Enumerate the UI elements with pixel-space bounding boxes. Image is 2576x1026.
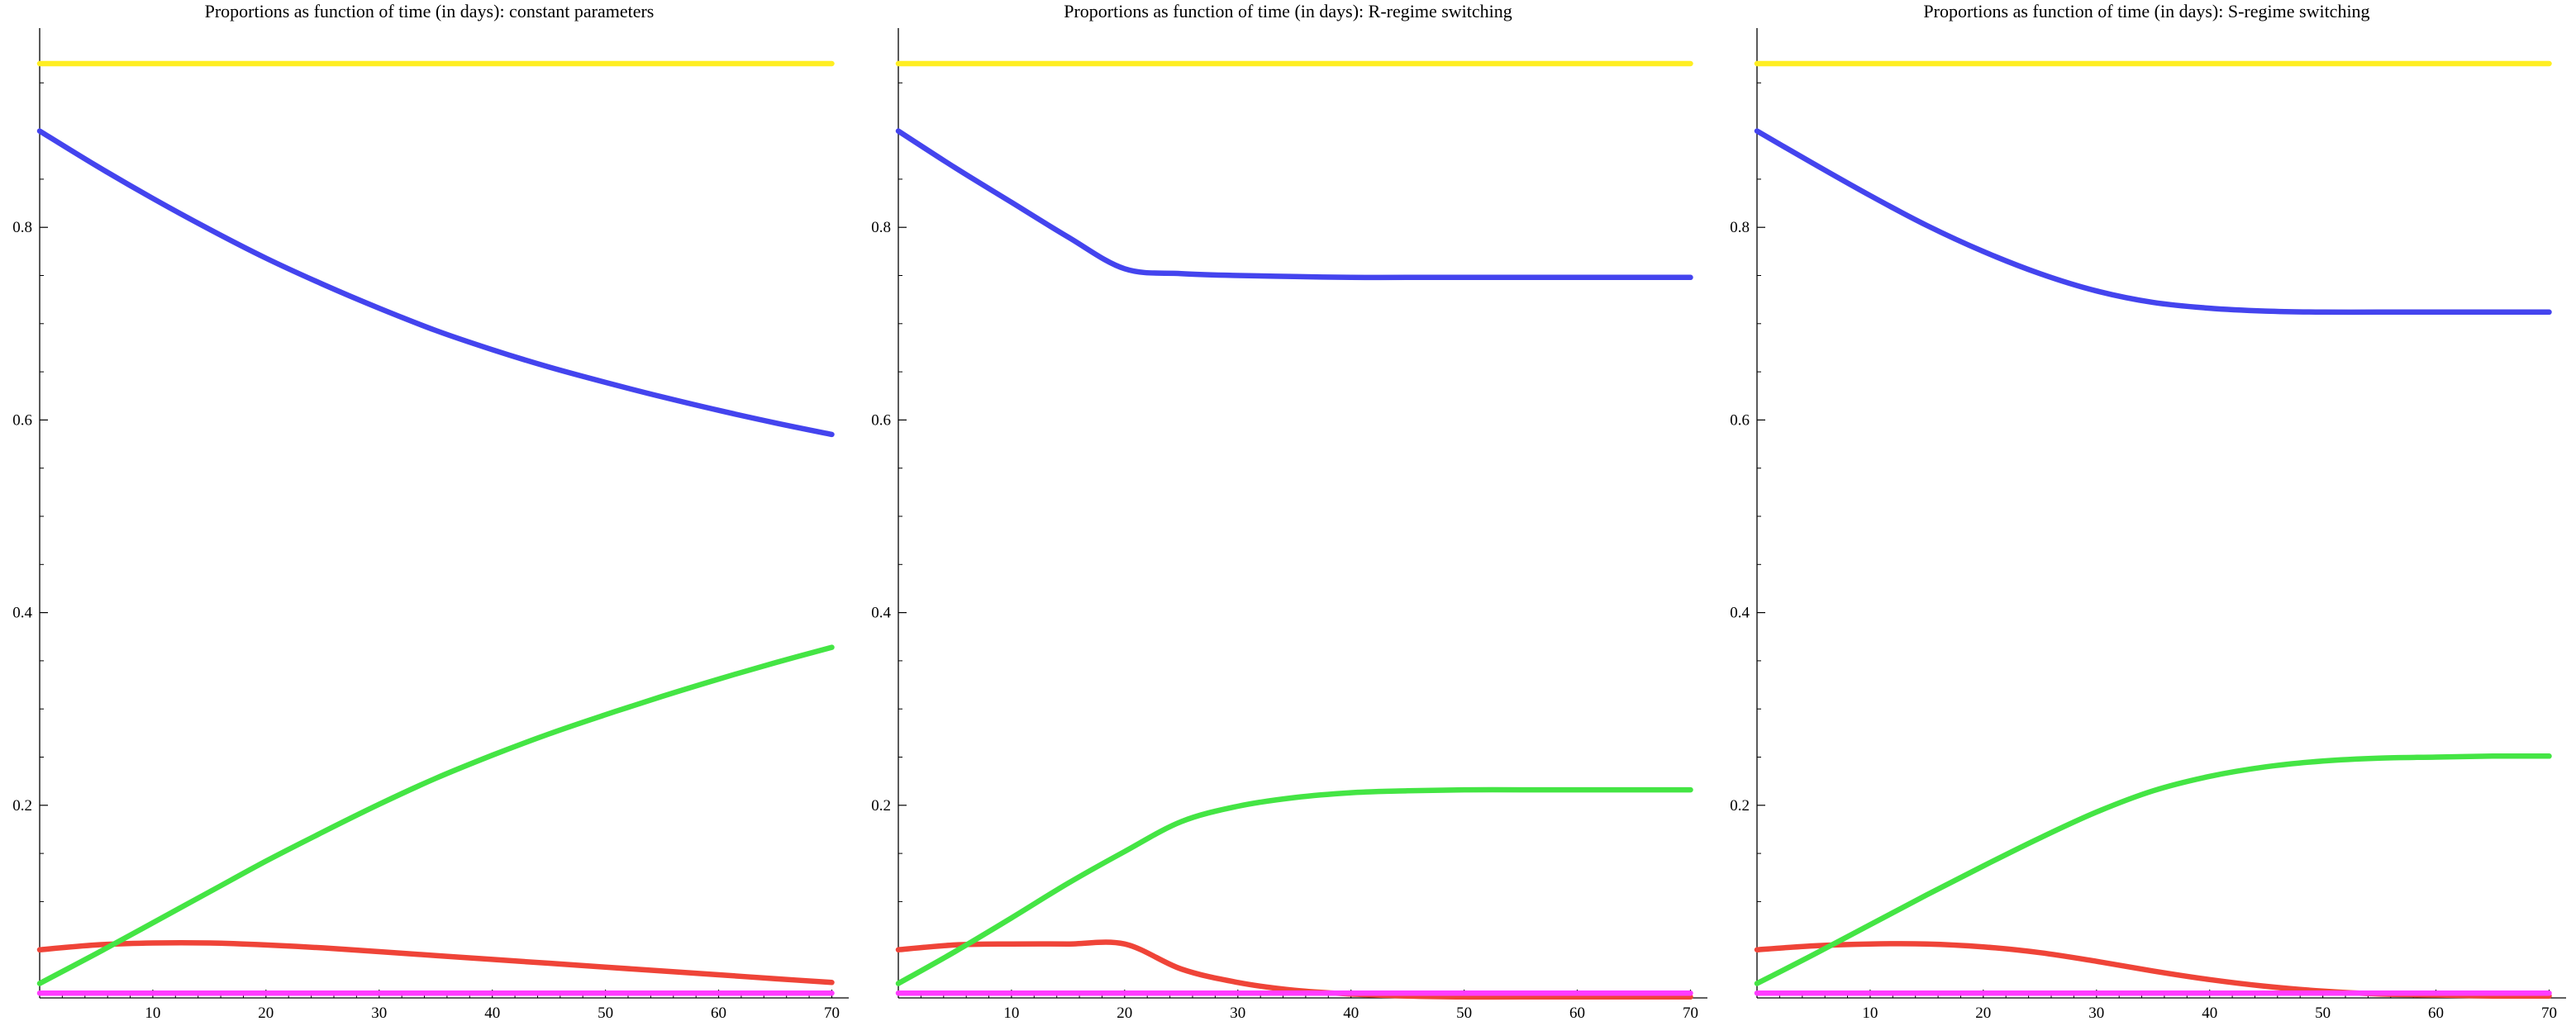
y-tick-label: 0.6 xyxy=(12,411,32,429)
series-blue-line xyxy=(895,128,1693,281)
x-tick-label: 10 xyxy=(1862,1005,1878,1022)
series-red-line xyxy=(36,939,835,986)
x-tick-label: 30 xyxy=(371,1005,387,1022)
series-red-line xyxy=(1754,941,2552,1000)
x-tick-label: 60 xyxy=(2428,1005,2444,1022)
series-green-line xyxy=(895,786,1693,986)
chart-panel-r-regime-switching: Proportions as function of time (in days… xyxy=(859,0,1717,1026)
line-chart-r-regime-switching: 10 20 30 40 50 60 70 0.2 0.4 0.6 0.8 xyxy=(871,28,1707,1022)
y-tick-label: 0.8 xyxy=(12,219,32,236)
x-tick-label: 20 xyxy=(258,1005,274,1022)
x-tick-label: 70 xyxy=(1683,1005,1698,1022)
y-tick-label: 0.2 xyxy=(871,797,891,815)
y-tick-label: 0.8 xyxy=(871,219,891,236)
y-tick-label: 0.4 xyxy=(871,605,891,622)
series-red-line xyxy=(895,939,1693,1000)
x-tick-label: 60 xyxy=(711,1005,726,1022)
chart-panel-constant-parameters: Proportions as function of time (in days… xyxy=(0,0,859,1026)
series-blue-line xyxy=(1754,128,2552,316)
chart-title-s-regime-switching: Proportions as function of time (in days… xyxy=(1923,1,2370,21)
x-tick-label: 40 xyxy=(1343,1005,1359,1022)
x-tick-label: 40 xyxy=(2202,1005,2217,1022)
y-tick-label: 0.4 xyxy=(12,605,32,622)
x-tick-label: 50 xyxy=(1456,1005,1472,1022)
x-tick-label: 70 xyxy=(824,1005,840,1022)
line-chart-s-regime-switching: 10 20 30 40 50 60 70 0.2 0.4 0.6 0.8 xyxy=(1730,28,2566,1022)
y-tick-label: 0.6 xyxy=(1730,411,1750,429)
y-tick-label: 0.6 xyxy=(871,411,891,429)
x-tick-label: 50 xyxy=(598,1005,613,1022)
series-green-line xyxy=(36,644,835,986)
x-tick-label: 70 xyxy=(2541,1005,2557,1022)
series-green-line xyxy=(1754,753,2552,986)
x-tick-label: 40 xyxy=(484,1005,500,1022)
x-tick-label: 10 xyxy=(145,1005,160,1022)
x-tick-label: 20 xyxy=(1975,1005,1991,1022)
line-chart-constant-parameters: 10 20 30 40 50 60 70 0.2 0.4 0.6 0.8 xyxy=(12,28,849,1022)
chart-title-r-regime-switching: Proportions as function of time (in days… xyxy=(1064,1,1512,21)
series-blue-line xyxy=(36,128,835,438)
x-tick-label: 20 xyxy=(1117,1005,1132,1022)
x-tick-label: 60 xyxy=(1569,1005,1585,1022)
y-tick-label: 0.4 xyxy=(1730,605,1750,622)
chart-title-constant-parameters: Proportions as function of time (in days… xyxy=(204,1,655,21)
x-tick-label: 30 xyxy=(1230,1005,1245,1022)
x-tick-label: 10 xyxy=(1003,1005,1019,1022)
y-tick-label: 0.8 xyxy=(1730,219,1750,236)
x-tick-label: 50 xyxy=(2315,1005,2331,1022)
chart-panel-s-regime-switching: Proportions as function of time (in days… xyxy=(1717,0,2576,1026)
y-tick-label: 0.2 xyxy=(1730,797,1750,815)
x-tick-label: 30 xyxy=(2088,1005,2104,1022)
y-tick-label: 0.2 xyxy=(12,797,32,815)
